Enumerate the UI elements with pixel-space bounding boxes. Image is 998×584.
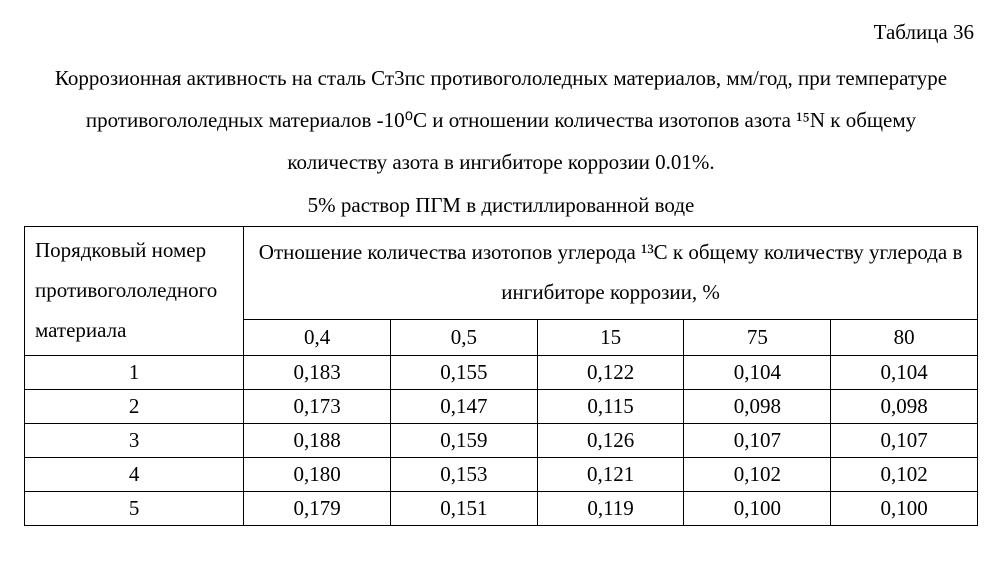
cell: 0,104	[831, 355, 978, 389]
data-table: Порядковый номер противогололедного мате…	[24, 226, 978, 526]
row-number: 2	[25, 389, 244, 423]
table-row: 5 0,179 0,151 0,119 0,100 0,100	[25, 491, 978, 525]
row-number: 3	[25, 423, 244, 457]
cell: 0,104	[684, 355, 831, 389]
cell: 0,102	[684, 457, 831, 491]
column-header: 15	[537, 320, 684, 356]
cell: 0,102	[831, 457, 978, 491]
cell: 0,122	[537, 355, 684, 389]
cell: 0,107	[831, 423, 978, 457]
table-number-label: Таблица 36	[24, 20, 978, 45]
cell: 0,188	[244, 423, 391, 457]
cell: 0,180	[244, 457, 391, 491]
cell: 0,098	[684, 389, 831, 423]
cell: 0,151	[390, 491, 537, 525]
cell: 0,155	[390, 355, 537, 389]
cell: 0,100	[684, 491, 831, 525]
cell: 0,147	[390, 389, 537, 423]
cell: 0,153	[390, 457, 537, 491]
cell: 0,126	[537, 423, 684, 457]
cell: 0,183	[244, 355, 391, 389]
cell: 0,173	[244, 389, 391, 423]
column-header: 80	[831, 320, 978, 356]
cell: 0,107	[684, 423, 831, 457]
row-number: 4	[25, 457, 244, 491]
cell: 0,100	[831, 491, 978, 525]
table-caption: Коррозионная активность на сталь Ст3пс п…	[24, 57, 978, 183]
table-row: 1 0,183 0,155 0,122 0,104 0,104	[25, 355, 978, 389]
row-number: 5	[25, 491, 244, 525]
table-subcaption: 5% раствор ПГМ в дистиллированной воде	[24, 193, 978, 218]
column-header: 0,5	[390, 320, 537, 356]
columns-group-header: Отношение количества изотопов углерода ¹…	[244, 227, 978, 320]
cell: 0,179	[244, 491, 391, 525]
table-row: 2 0,173 0,147 0,115 0,098 0,098	[25, 389, 978, 423]
cell: 0,098	[831, 389, 978, 423]
column-header: 75	[684, 320, 831, 356]
row-header: Порядковый номер противогололедного мате…	[25, 227, 244, 356]
table-row: 4 0,180 0,153 0,121 0,102 0,102	[25, 457, 978, 491]
column-header: 0,4	[244, 320, 391, 356]
cell: 0,119	[537, 491, 684, 525]
cell: 0,159	[390, 423, 537, 457]
cell: 0,121	[537, 457, 684, 491]
table-row: 3 0,188 0,159 0,126 0,107 0,107	[25, 423, 978, 457]
cell: 0,115	[537, 389, 684, 423]
row-number: 1	[25, 355, 244, 389]
